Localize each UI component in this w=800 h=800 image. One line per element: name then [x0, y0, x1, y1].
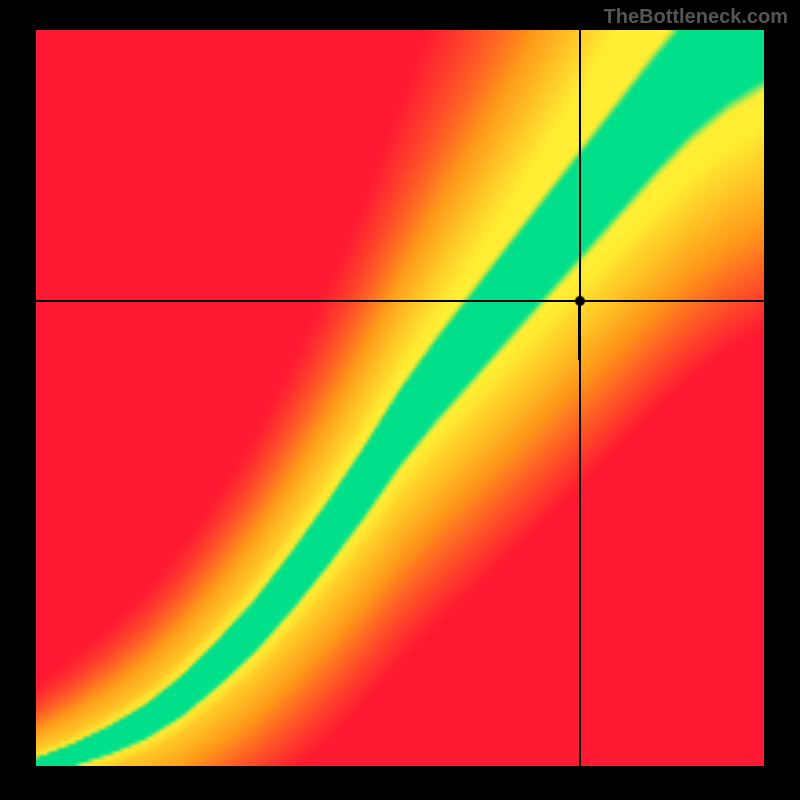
watermark-text: TheBottleneck.com: [604, 6, 788, 29]
plot-area: [36, 30, 764, 766]
crosshair-dot: [574, 295, 586, 307]
heatmap-canvas: [36, 30, 764, 766]
chart-container: TheBottleneck.com: [0, 0, 800, 800]
crosshair-tick-below: [578, 301, 581, 360]
crosshair-horizontal: [36, 300, 764, 302]
crosshair-vertical: [579, 30, 581, 766]
